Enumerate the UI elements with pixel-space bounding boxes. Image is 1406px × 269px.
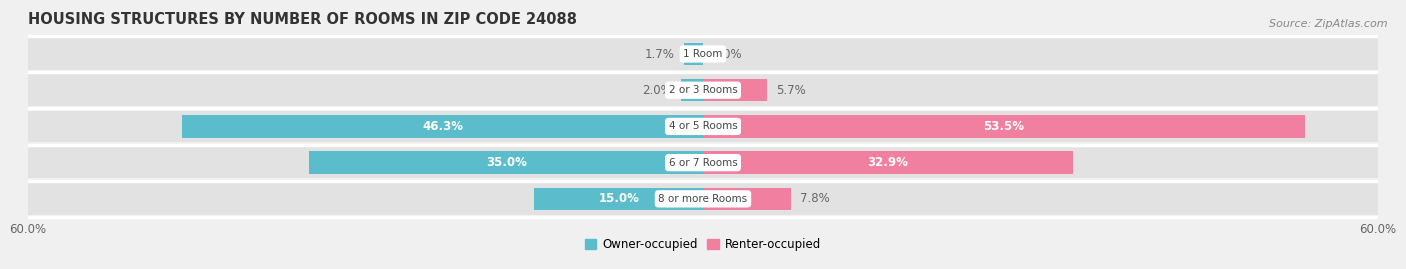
Legend: Owner-occupied, Renter-occupied: Owner-occupied, Renter-occupied xyxy=(579,234,827,256)
Text: 7.8%: 7.8% xyxy=(800,192,830,205)
Bar xyxy=(681,79,703,101)
Bar xyxy=(703,111,1378,142)
Text: 4 or 5 Rooms: 4 or 5 Rooms xyxy=(669,121,737,132)
Text: 1 Room: 1 Room xyxy=(683,49,723,59)
Bar xyxy=(703,147,1378,178)
Bar xyxy=(703,79,768,101)
Bar xyxy=(28,183,703,215)
Text: HOUSING STRUCTURES BY NUMBER OF ROOMS IN ZIP CODE 24088: HOUSING STRUCTURES BY NUMBER OF ROOMS IN… xyxy=(28,12,576,27)
Bar xyxy=(183,115,703,138)
Bar xyxy=(703,183,1378,215)
Bar xyxy=(703,38,1378,70)
Bar xyxy=(28,38,703,70)
Text: 6 or 7 Rooms: 6 or 7 Rooms xyxy=(669,158,737,168)
Text: 53.5%: 53.5% xyxy=(983,120,1025,133)
Text: 5.7%: 5.7% xyxy=(776,84,806,97)
Text: 8 or more Rooms: 8 or more Rooms xyxy=(658,194,748,204)
Bar xyxy=(309,151,703,174)
Text: 15.0%: 15.0% xyxy=(598,192,640,205)
Bar xyxy=(28,111,703,142)
Bar xyxy=(28,147,703,178)
Text: 32.9%: 32.9% xyxy=(868,156,908,169)
Text: Source: ZipAtlas.com: Source: ZipAtlas.com xyxy=(1270,19,1388,29)
Text: 46.3%: 46.3% xyxy=(422,120,463,133)
Bar xyxy=(703,151,1073,174)
Bar xyxy=(703,115,1305,138)
Text: 35.0%: 35.0% xyxy=(485,156,527,169)
Text: 0.0%: 0.0% xyxy=(711,48,741,61)
Bar xyxy=(28,75,703,106)
Text: 2.0%: 2.0% xyxy=(641,84,672,97)
Bar xyxy=(683,43,703,65)
Text: 2 or 3 Rooms: 2 or 3 Rooms xyxy=(669,85,737,95)
Bar xyxy=(703,188,790,210)
Bar xyxy=(534,188,703,210)
Bar xyxy=(703,75,1378,106)
Text: 1.7%: 1.7% xyxy=(645,48,675,61)
